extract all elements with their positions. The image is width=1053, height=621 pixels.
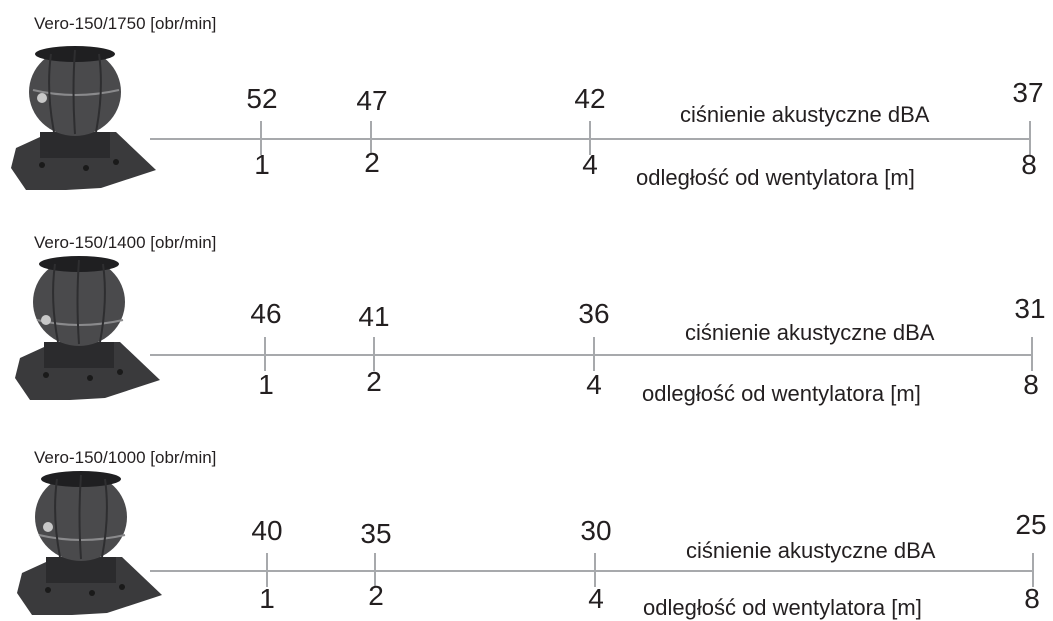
distance-value: 4 [582, 149, 598, 180]
tick-1m [264, 337, 266, 371]
distance-label: odległość od wentylatora [m] [643, 595, 922, 620]
distance-label: odległość od wentylatora [m] [642, 381, 921, 406]
distance-value: 8 [1024, 583, 1040, 614]
distance-value: 8 [1023, 369, 1039, 400]
db-value: 31 [1014, 293, 1046, 324]
distance-value: 4 [588, 583, 604, 614]
roof-fan-icon [10, 250, 160, 400]
distance-value: 2 [364, 147, 380, 178]
pressure-label: ciśnienie akustyczne dBA [680, 102, 930, 127]
row-title: Vero-150/1400 [obr/min] [34, 233, 217, 252]
db-value: 46 [250, 298, 282, 329]
tick-8m [1031, 337, 1033, 371]
db-value: 36 [578, 298, 610, 329]
tick-1m [266, 553, 268, 587]
tick-4m [589, 121, 591, 155]
tick-2m [374, 553, 376, 587]
row-title: Vero-150/1750 [obr/min] [34, 14, 217, 33]
roof-fan-icon [12, 465, 162, 615]
tick-1m [260, 121, 262, 155]
db-value: 47 [356, 85, 388, 116]
distance-value: 2 [368, 580, 384, 611]
tick-8m [1032, 553, 1034, 587]
tick-2m [370, 121, 372, 155]
db-value: 25 [1015, 509, 1047, 540]
fan-row-1750: Vero-150/1750 [obr/min] 52 47 42 37 1 2 … [0, 0, 1053, 200]
roof-fan-icon [6, 40, 156, 190]
db-value: 40 [251, 515, 283, 546]
fan-row-1400: Vero-150/1400 [obr/min] 46 41 36 31 1 2 … [0, 0, 1053, 406]
distance-value: 8 [1021, 149, 1037, 180]
distance-value: 1 [254, 149, 270, 180]
db-value: 41 [358, 301, 390, 332]
tick-2m [373, 337, 375, 371]
distance-ruler [150, 570, 1033, 572]
distance-value: 1 [258, 369, 274, 400]
distance-value: 2 [366, 366, 382, 397]
db-value: 35 [360, 518, 392, 549]
pressure-label: ciśnienie akustyczne dBA [686, 538, 936, 563]
row-title: Vero-150/1000 [obr/min] [34, 448, 217, 467]
pressure-label: ciśnienie akustyczne dBA [685, 320, 935, 345]
distance-label: odległość od wentylatora [m] [636, 165, 915, 190]
tick-4m [594, 553, 596, 587]
tick-4m [593, 337, 595, 371]
db-value: 42 [574, 83, 606, 114]
tick-8m [1029, 121, 1031, 155]
distance-value: 4 [586, 369, 602, 400]
distance-ruler [150, 354, 1032, 356]
db-value: 52 [246, 83, 278, 114]
db-value: 30 [580, 515, 612, 546]
distance-value: 1 [259, 583, 275, 614]
db-value: 37 [1012, 77, 1044, 108]
